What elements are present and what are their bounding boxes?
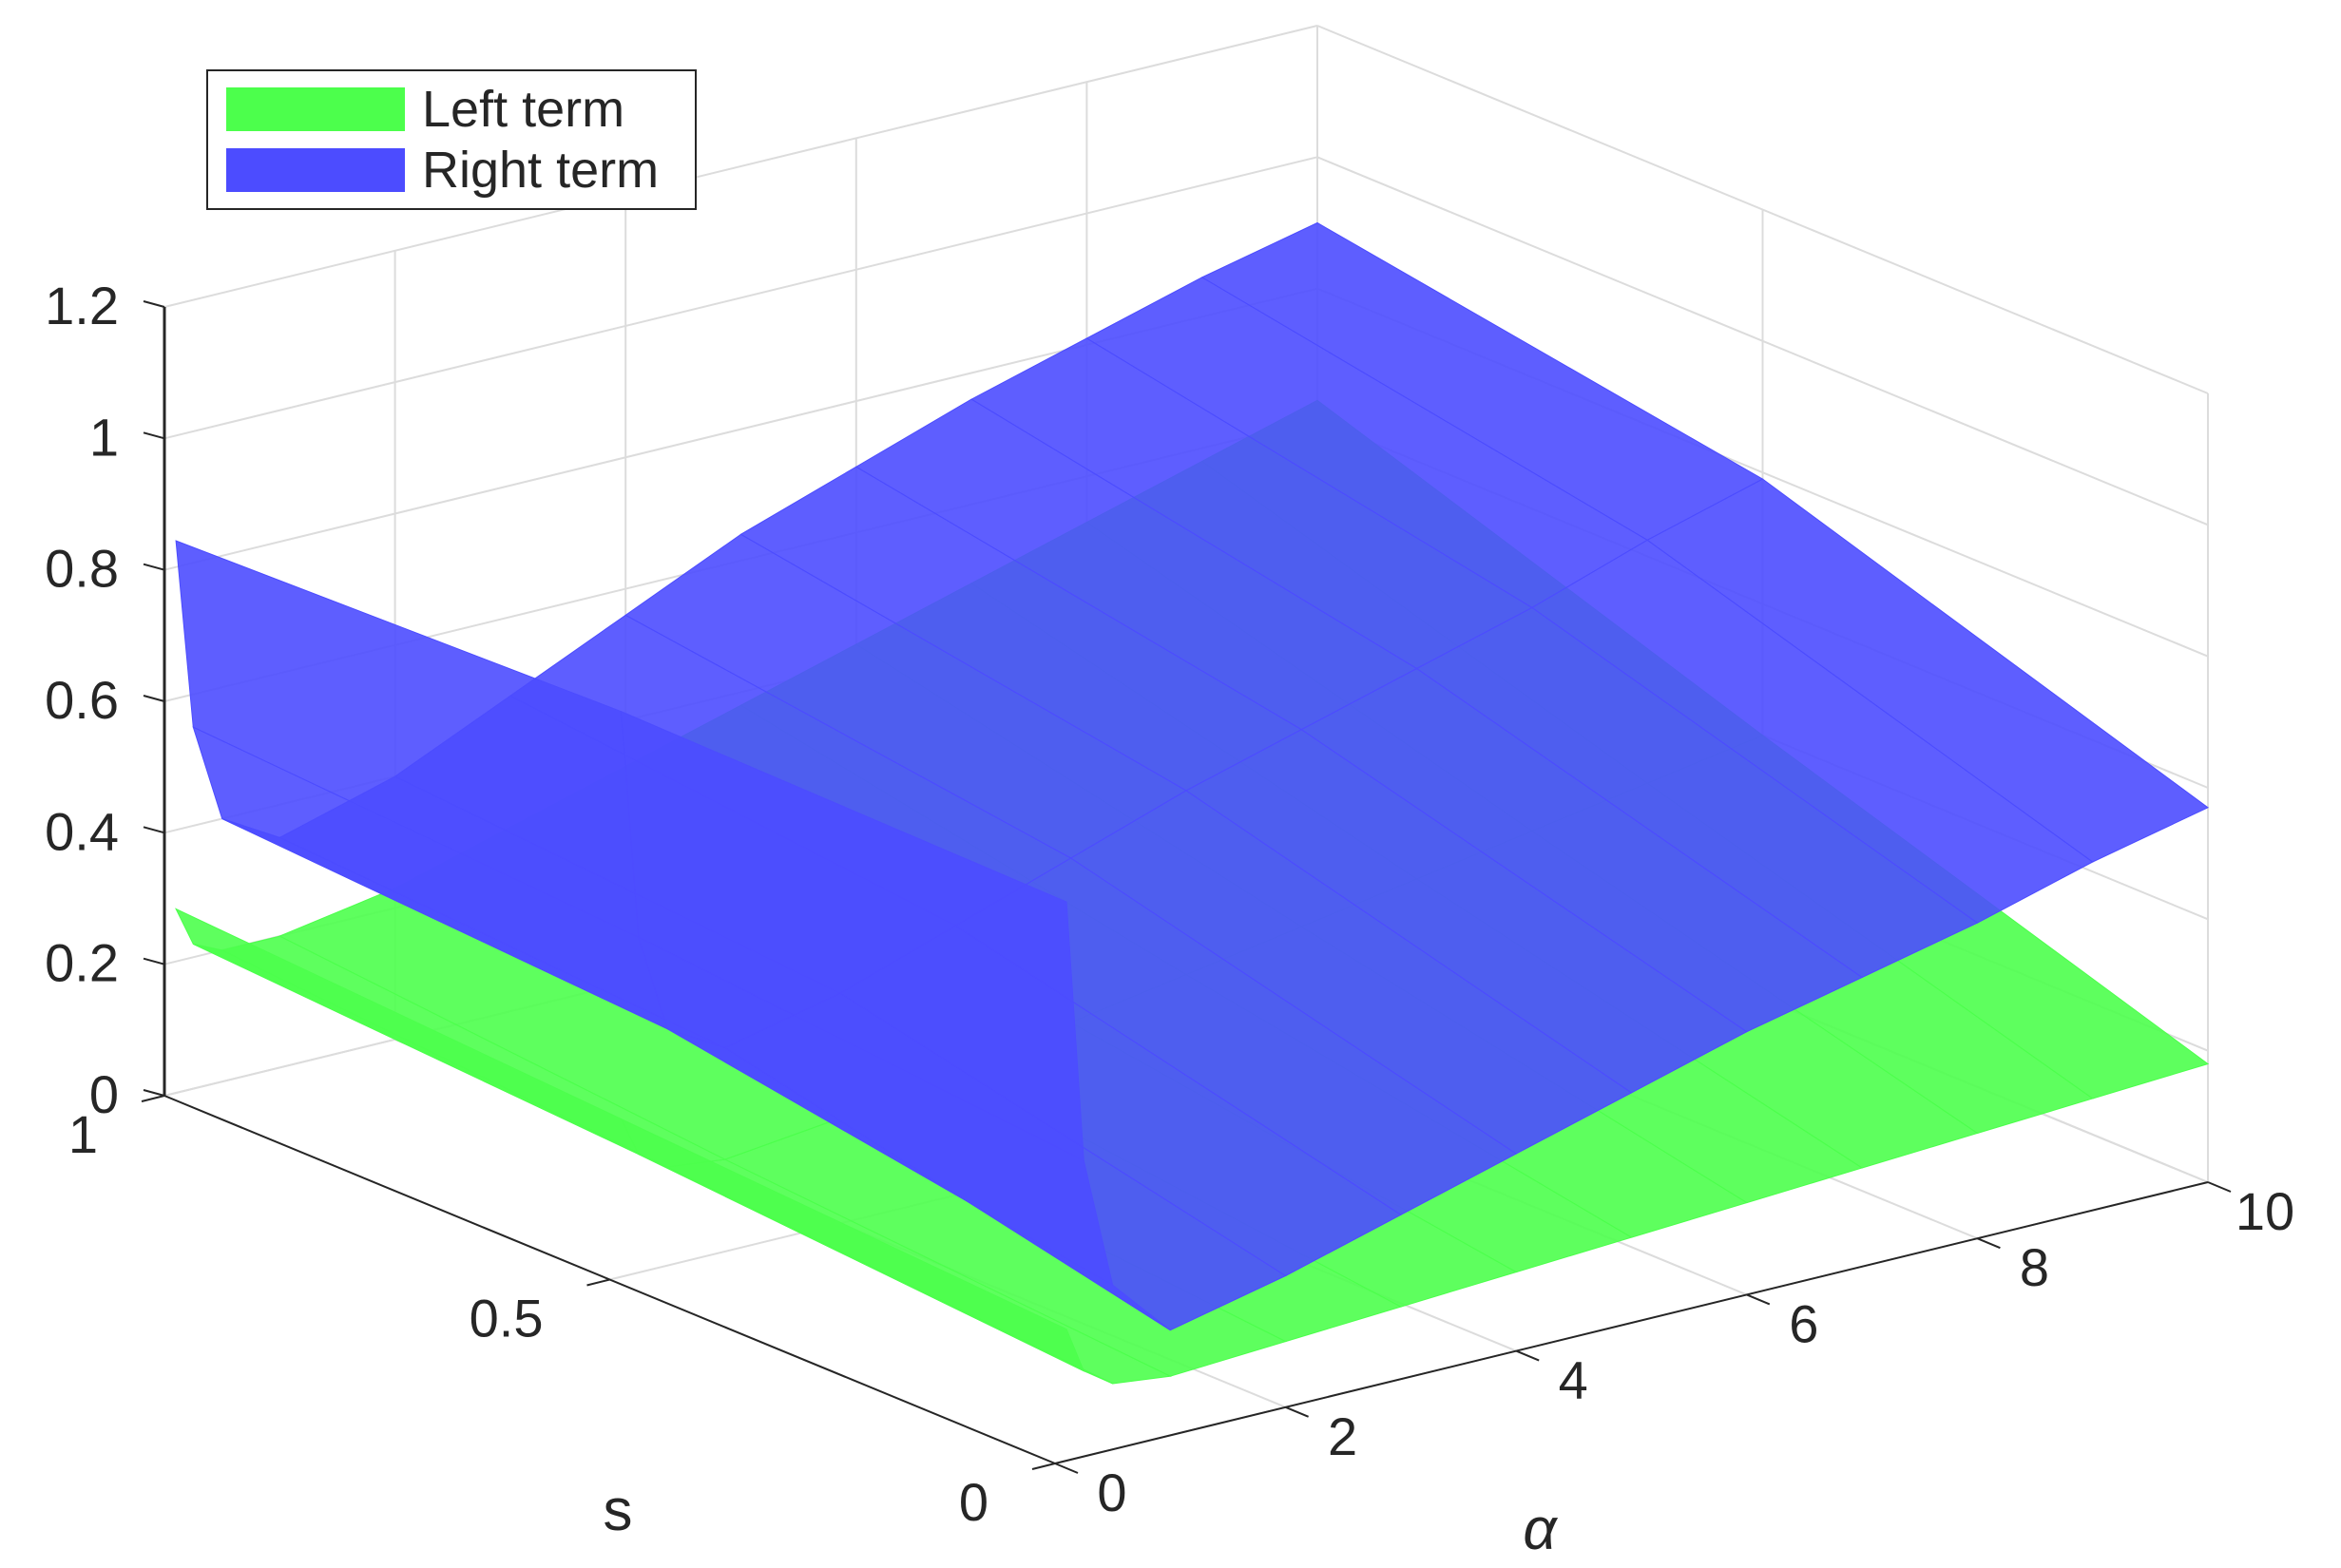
z-tick-label: 1 xyxy=(89,407,119,467)
z-tick xyxy=(143,695,165,702)
grid-line-side-z xyxy=(1316,156,2209,526)
y-tick xyxy=(1031,1463,1056,1470)
x-tick-label: 2 xyxy=(1328,1406,1357,1466)
z-tick xyxy=(143,957,165,966)
y-tick-label: 0.5 xyxy=(470,1289,544,1348)
legend-swatch-right-term xyxy=(226,148,405,192)
y-tick-label: 1 xyxy=(68,1104,98,1164)
y-tick xyxy=(586,1278,610,1287)
z-tick-label: 1.2 xyxy=(45,276,119,335)
x-tick-label: 6 xyxy=(1789,1293,1818,1353)
grid-line-back-z xyxy=(163,25,1318,308)
x-tick xyxy=(2207,1181,2232,1193)
x-tick xyxy=(1746,1293,1771,1306)
legend-label-right-term: Right term xyxy=(422,142,659,199)
x-tick xyxy=(1977,1237,2001,1250)
y-tick-label: 0 xyxy=(959,1472,988,1532)
z-tick xyxy=(143,431,165,440)
z-tick-label: 0.8 xyxy=(45,539,119,599)
x-tick-label: 4 xyxy=(1559,1350,1588,1410)
legend-swatch-left-term xyxy=(226,87,405,131)
x-axis-line xyxy=(1054,1181,2209,1464)
x-tick-label: 10 xyxy=(2235,1181,2294,1241)
x-tick xyxy=(1054,1463,1079,1474)
surfaces xyxy=(175,221,2210,1385)
y-axis-label: s xyxy=(604,1478,633,1543)
surface-right-term xyxy=(175,221,2209,1331)
x-tick-label: 0 xyxy=(1097,1463,1126,1522)
grid-line-side-z xyxy=(1316,25,2209,394)
x-tick-label: 8 xyxy=(2020,1237,2049,1297)
z-tick-label: 0.2 xyxy=(45,933,119,993)
y-tick xyxy=(141,1095,165,1102)
legend-label-left-term: Left term xyxy=(422,81,624,138)
z-tick xyxy=(143,300,165,308)
x-tick xyxy=(1515,1349,1540,1362)
z-tick-label: 0 xyxy=(89,1064,119,1124)
x-tick xyxy=(1285,1405,1309,1418)
z-tick xyxy=(143,1089,165,1097)
z-tick-label: 0.4 xyxy=(45,801,119,861)
grid-line-back-z xyxy=(163,156,1318,440)
surface-patch xyxy=(1646,478,2209,863)
z-tick xyxy=(143,563,165,571)
legend: Left term Right term xyxy=(206,69,697,210)
z-tick-label: 0.6 xyxy=(45,670,119,730)
z-tick xyxy=(143,826,165,834)
x-axis-label: α xyxy=(1523,1497,1558,1562)
